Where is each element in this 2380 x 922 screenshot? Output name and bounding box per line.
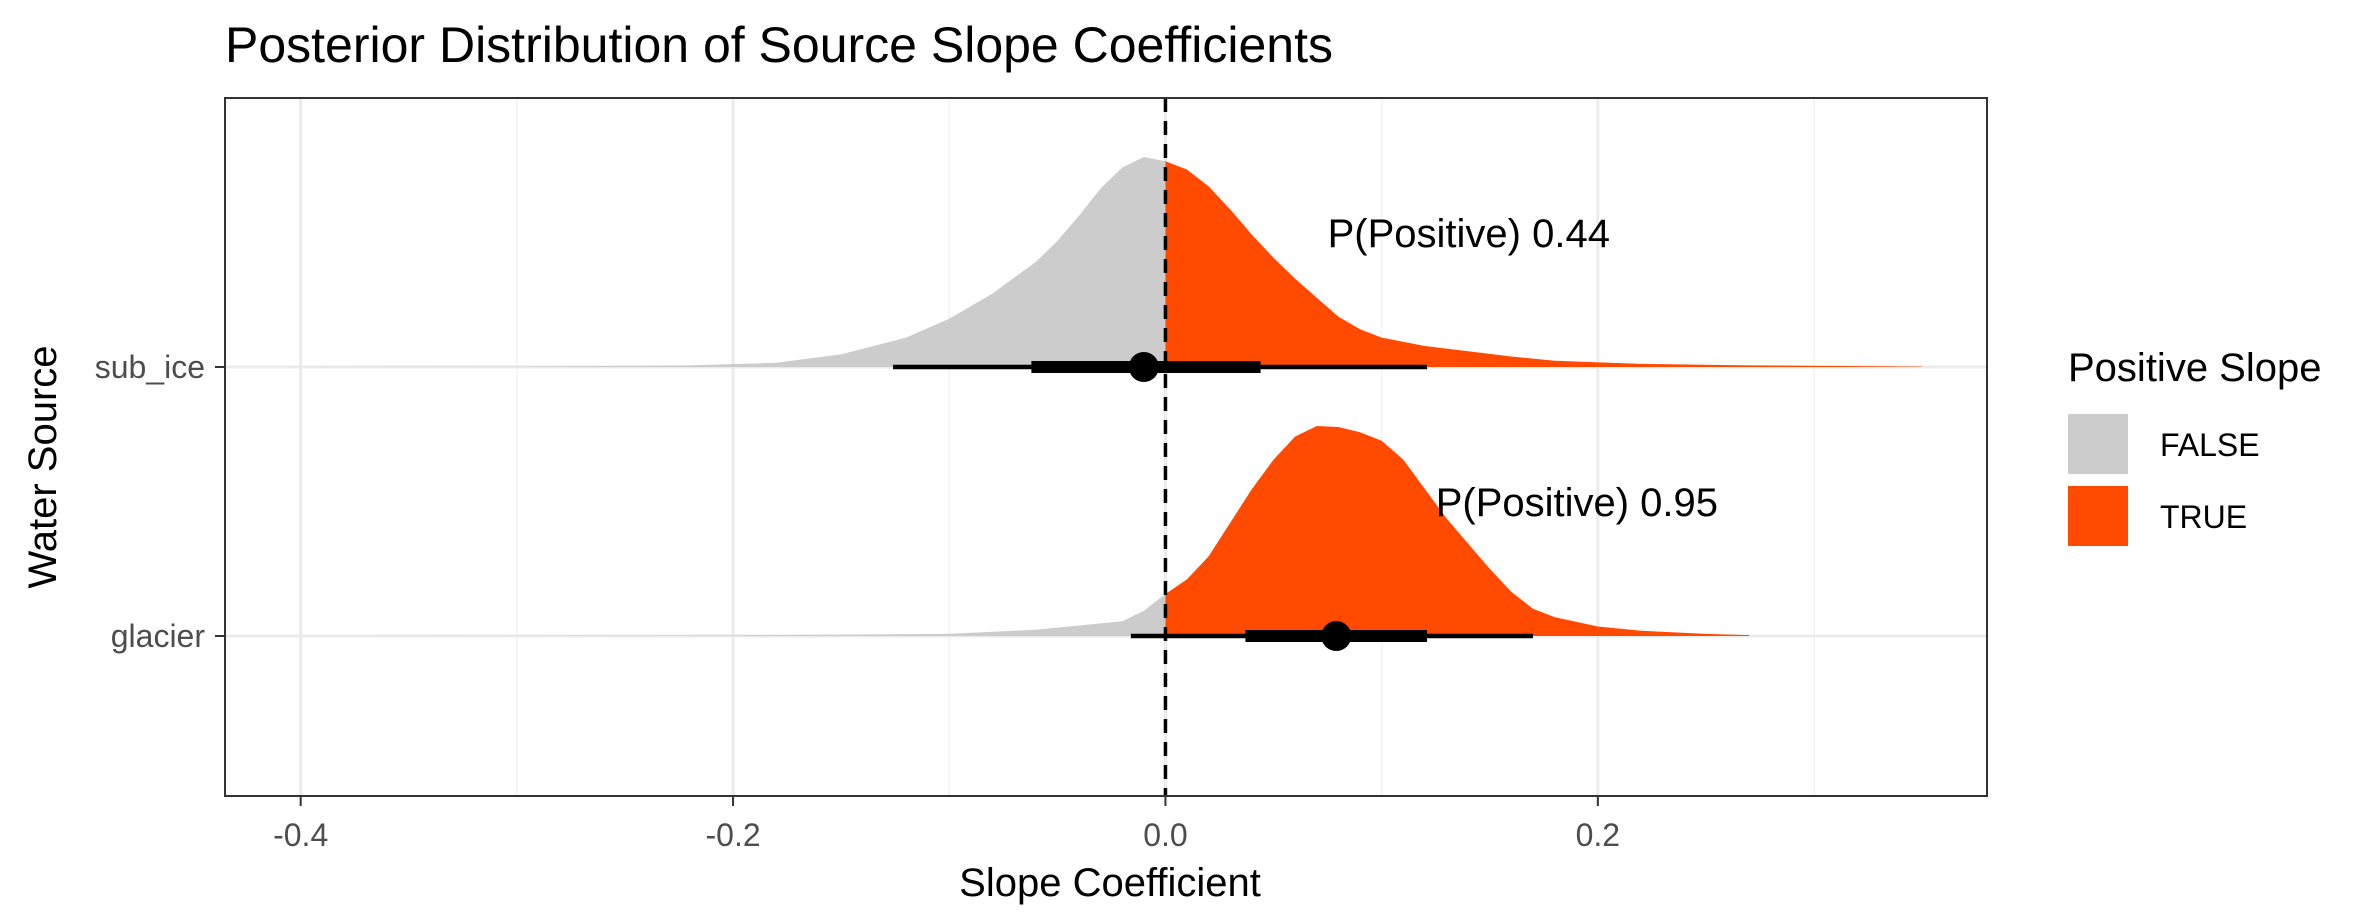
- y-tick-label-sub_ice: sub_ice: [95, 349, 205, 385]
- density-negative-sub_ice: [257, 157, 1166, 367]
- point-estimate-sub_ice: [1128, 352, 1159, 382]
- legend: Positive Slope FALSE TRUE: [2068, 346, 2321, 546]
- point-estimate-glacier: [1321, 621, 1352, 651]
- legend-key-false: [2068, 414, 2128, 474]
- legend-label-true: TRUE: [2160, 499, 2247, 535]
- chart-title: Posterior Distribution of Source Slope C…: [225, 17, 1333, 73]
- legend-label-false: FALSE: [2160, 427, 2260, 463]
- x-tick-label: -0.4: [273, 817, 328, 853]
- density-positive-glacier: [1165, 426, 1750, 636]
- x-tick-label: 0.2: [1576, 817, 1620, 853]
- plot-area: P(Positive) 0.44 P(Positive) 0.95 -0.4 -0.2…: [95, 97, 1988, 853]
- density-negative-glacier: [300, 594, 1166, 636]
- annotation-glacier: P(Positive) 0.95: [1436, 481, 1718, 525]
- y-tick-label-glacier: glacier: [111, 618, 206, 654]
- annotation-sub_ice: P(Positive) 0.44: [1328, 212, 1610, 256]
- legend-title: Positive Slope: [2068, 346, 2321, 390]
- x-tick-label: 0.0: [1143, 817, 1187, 853]
- x-tick-label: -0.2: [705, 817, 760, 853]
- density-positive-sub_ice: [1165, 161, 1923, 367]
- legend-key-true: [2068, 486, 2128, 546]
- panel-border: [224, 97, 1988, 797]
- x-axis-title: Slope Coefficient: [959, 861, 1261, 905]
- y-axis-title: Water Source: [21, 345, 65, 588]
